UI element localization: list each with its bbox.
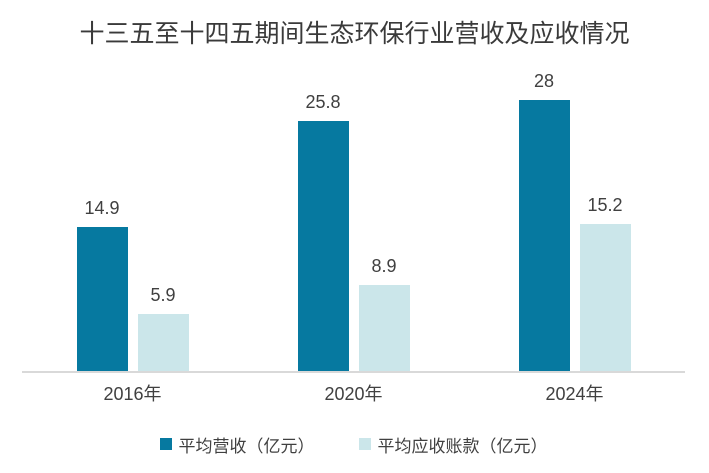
data-label: 15.2 bbox=[587, 195, 623, 215]
data-label: 5.9 bbox=[150, 285, 176, 305]
legend-swatch-icon bbox=[358, 438, 371, 450]
chart-title: 十三五至十四五期间生态环保行业营收及应收情况 bbox=[79, 20, 630, 48]
x-axis-label: 2016年 bbox=[103, 384, 162, 404]
x-axis-label: 2024年 bbox=[545, 384, 604, 404]
x-axis-label: 2020年 bbox=[324, 384, 383, 404]
bar-series0-cat2 bbox=[518, 100, 570, 371]
data-label: 14.9 bbox=[84, 198, 120, 218]
legend-item: 平均应收账款（亿元） bbox=[358, 432, 548, 457]
data-label: 28 bbox=[533, 71, 555, 91]
legend-swatch-icon bbox=[159, 438, 172, 450]
legend-label: 平均应收账款（亿元） bbox=[377, 436, 548, 456]
x-axis-line bbox=[22, 371, 685, 373]
x-axis-labels: 2016年 2020年 2024年 bbox=[0, 383, 709, 407]
bar-series1-cat1 bbox=[358, 285, 410, 371]
legend-label: 平均营收（亿元） bbox=[178, 436, 315, 456]
data-label: 8.9 bbox=[371, 256, 397, 276]
legend-item: 平均营收（亿元） bbox=[159, 432, 315, 457]
bar-series0-cat1 bbox=[297, 121, 349, 371]
bar-series0-cat0 bbox=[76, 227, 128, 371]
plot-area: 14.9 5.9 25.8 8.9 28 15.2 bbox=[22, 71, 685, 373]
data-label: 25.8 bbox=[305, 92, 341, 112]
legend: 平均营收（亿元） 平均应收账款（亿元） bbox=[22, 432, 685, 457]
bar-series1-cat0 bbox=[137, 314, 189, 371]
bar-series1-cat2 bbox=[579, 224, 631, 371]
